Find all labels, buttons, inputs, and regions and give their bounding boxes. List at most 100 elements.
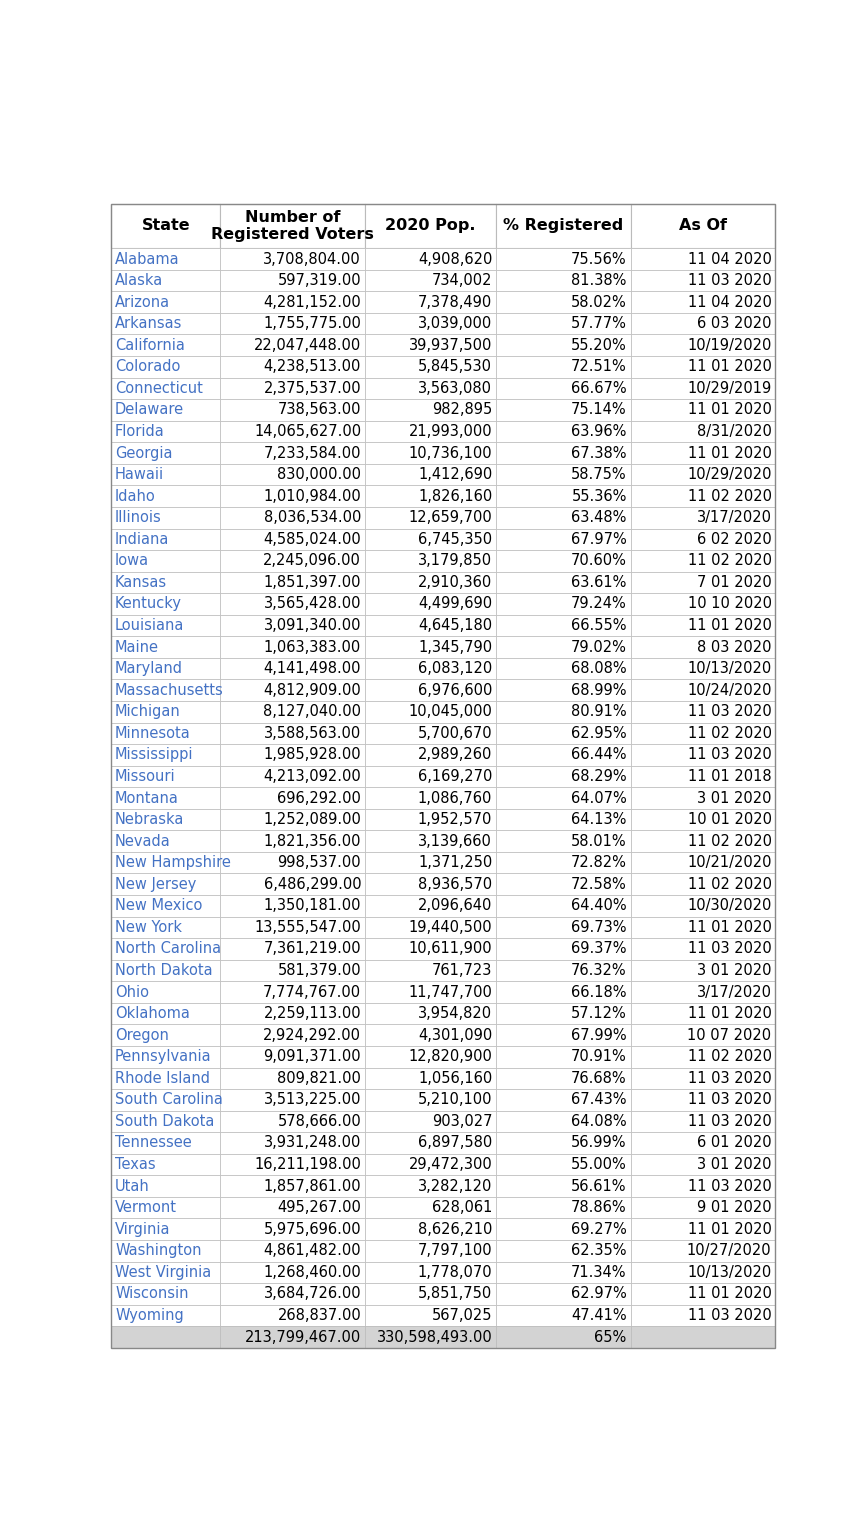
Bar xyxy=(221,292,365,313)
Text: Wyoming: Wyoming xyxy=(115,1309,184,1322)
Bar xyxy=(496,292,631,313)
Text: 29,472,300: 29,472,300 xyxy=(408,1157,492,1172)
Bar xyxy=(365,1154,496,1175)
Bar xyxy=(365,270,496,292)
Bar xyxy=(221,399,365,421)
Text: 830,000.00: 830,000.00 xyxy=(277,467,362,482)
Bar xyxy=(221,378,365,399)
Text: 5,851,750: 5,851,750 xyxy=(418,1286,492,1301)
Text: 4,812,909.00: 4,812,909.00 xyxy=(264,682,362,697)
Text: Hawaii: Hawaii xyxy=(115,467,164,482)
Bar xyxy=(631,1046,775,1068)
Text: 47.41%: 47.41% xyxy=(571,1309,626,1322)
Bar xyxy=(631,743,775,765)
Bar xyxy=(496,528,631,550)
Bar xyxy=(496,722,631,743)
Bar xyxy=(221,788,365,809)
Bar xyxy=(221,657,365,679)
Text: Kentucky: Kentucky xyxy=(115,596,183,611)
Bar xyxy=(112,593,221,614)
Text: 4,908,620: 4,908,620 xyxy=(418,252,492,267)
Bar xyxy=(365,1003,496,1025)
Text: 2,096,640: 2,096,640 xyxy=(418,899,492,914)
Bar xyxy=(631,657,775,679)
Bar xyxy=(631,1089,775,1111)
Bar xyxy=(221,700,365,722)
Bar xyxy=(112,1326,221,1347)
Text: Arizona: Arizona xyxy=(115,295,170,310)
Text: 76.32%: 76.32% xyxy=(571,963,626,978)
Bar xyxy=(221,917,365,938)
Bar xyxy=(496,249,631,270)
Text: 3,954,820: 3,954,820 xyxy=(418,1006,492,1021)
Text: 22,047,448.00: 22,047,448.00 xyxy=(254,338,362,353)
Bar xyxy=(496,1132,631,1154)
Bar xyxy=(631,852,775,874)
Text: 1,755,775.00: 1,755,775.00 xyxy=(263,316,362,332)
Bar xyxy=(221,356,365,378)
Bar xyxy=(365,895,496,917)
Bar xyxy=(631,485,775,507)
Bar xyxy=(365,1326,496,1347)
Bar xyxy=(496,1240,631,1261)
Bar xyxy=(221,1175,365,1197)
Bar xyxy=(365,571,496,593)
Bar xyxy=(112,1089,221,1111)
Text: 8,036,534.00: 8,036,534.00 xyxy=(264,510,362,525)
Bar xyxy=(221,722,365,743)
Text: Delaware: Delaware xyxy=(115,402,184,418)
Text: 66.55%: 66.55% xyxy=(571,617,626,633)
Bar xyxy=(221,421,365,442)
Bar xyxy=(365,852,496,874)
Text: 58.02%: 58.02% xyxy=(571,295,626,310)
Bar xyxy=(496,1046,631,1068)
Text: 78.86%: 78.86% xyxy=(571,1200,626,1215)
Bar xyxy=(496,204,631,249)
Bar xyxy=(365,657,496,679)
Text: 1,778,070: 1,778,070 xyxy=(418,1264,492,1279)
Text: 66.44%: 66.44% xyxy=(571,748,626,762)
Text: 75.14%: 75.14% xyxy=(571,402,626,418)
Text: 11 03 2020: 11 03 2020 xyxy=(688,273,772,289)
Bar xyxy=(112,982,221,1003)
Bar xyxy=(221,249,365,270)
Text: 581,379.00: 581,379.00 xyxy=(278,963,362,978)
Text: 6,169,270: 6,169,270 xyxy=(418,770,492,783)
Text: 1,985,928.00: 1,985,928.00 xyxy=(264,748,362,762)
Bar xyxy=(631,571,775,593)
Bar xyxy=(631,204,775,249)
Bar xyxy=(631,442,775,464)
Text: 761,723: 761,723 xyxy=(432,963,492,978)
Bar xyxy=(496,464,631,485)
Text: 11 01 2020: 11 01 2020 xyxy=(688,1286,772,1301)
Text: 64.08%: 64.08% xyxy=(571,1114,626,1129)
Bar xyxy=(496,614,631,636)
Bar xyxy=(496,399,631,421)
Text: 1,063,383.00: 1,063,383.00 xyxy=(264,639,362,654)
Bar xyxy=(112,1111,221,1132)
Bar xyxy=(631,356,775,378)
Text: Massachusetts: Massachusetts xyxy=(115,682,224,697)
Bar xyxy=(365,528,496,550)
Text: Illinois: Illinois xyxy=(115,510,162,525)
Bar xyxy=(631,1326,775,1347)
Bar xyxy=(365,1132,496,1154)
Bar xyxy=(221,442,365,464)
Bar xyxy=(221,1089,365,1111)
Text: Missouri: Missouri xyxy=(115,770,176,783)
Bar xyxy=(631,1025,775,1046)
Text: 12,659,700: 12,659,700 xyxy=(408,510,492,525)
Bar xyxy=(112,399,221,421)
Text: Number of
Registered Voters: Number of Registered Voters xyxy=(211,210,374,243)
Bar xyxy=(496,917,631,938)
Bar xyxy=(221,895,365,917)
Bar xyxy=(631,700,775,722)
Bar xyxy=(496,960,631,982)
Bar xyxy=(496,1003,631,1025)
Bar xyxy=(221,335,365,356)
Bar xyxy=(631,335,775,356)
Bar xyxy=(365,1046,496,1068)
Text: 11 03 2020: 11 03 2020 xyxy=(688,705,772,719)
Text: 72.51%: 72.51% xyxy=(571,359,626,375)
Bar xyxy=(112,249,221,270)
